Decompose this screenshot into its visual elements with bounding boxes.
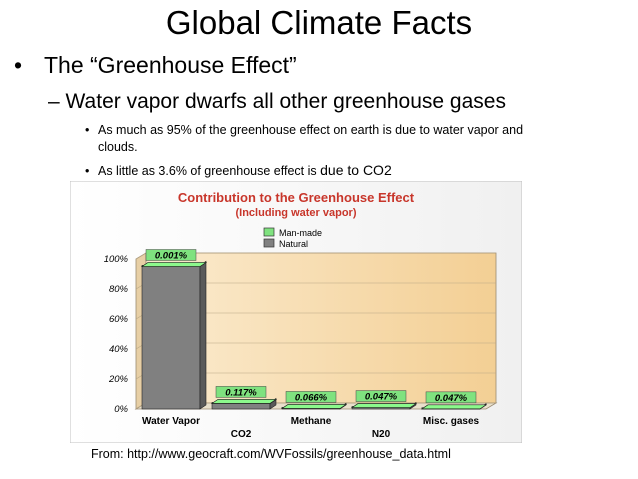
legend-swatch-man-made xyxy=(263,227,275,237)
x-tick-label: CO2 xyxy=(231,429,252,440)
bullet-marker: • xyxy=(85,123,90,137)
data-label: 0.047% xyxy=(435,393,468,404)
chart-subtitle: (Including water vapor) xyxy=(235,207,356,219)
greenhouse-chart: Contribution to the Greenhouse Effect (I… xyxy=(70,181,522,443)
sub-sub-bullet-95-percent: • As much as 95% of the greenhouse effect… xyxy=(85,122,615,156)
y-tick-label: 80% xyxy=(109,284,129,295)
data-label: 0.001% xyxy=(155,250,188,261)
chart-title: Contribution to the Greenhouse Effect xyxy=(178,190,415,205)
bullet-marker: • xyxy=(85,164,90,178)
data-label: 0.066% xyxy=(295,392,328,403)
bar-man-made-top xyxy=(421,404,487,410)
y-tick-label: 40% xyxy=(109,344,129,355)
bullet-text: The “Greenhouse Effect” xyxy=(44,52,297,78)
gridline-side xyxy=(135,252,147,260)
bar-natural-front xyxy=(211,403,271,410)
bullet-text: As little as 3.6% of greenhouse effect i… xyxy=(98,164,321,178)
bar-man-made-top xyxy=(211,399,277,404)
bullet-text-emphasis: due to CO2 xyxy=(320,162,392,178)
source-citation: From: http://www.geocraft.com/WVFossils/… xyxy=(91,447,451,461)
y-tick-label: 100% xyxy=(104,254,129,265)
data-label-box xyxy=(355,390,407,402)
bar-natural-front xyxy=(141,266,201,410)
legend-label-man-made: Man-made xyxy=(279,228,322,238)
data-label: 0.117% xyxy=(225,387,257,398)
plot-area: 0% 20% 40% 60% 80% 100% 0.001% Water Vapor 0.117… xyxy=(104,249,498,440)
bullet-text-line2: clouds. xyxy=(98,140,138,154)
data-label-box xyxy=(425,391,477,404)
x-tick-label: Methane xyxy=(291,416,332,427)
sub-bullet-water-vapor: – Water vapor dwarfs all other greenhous… xyxy=(48,90,506,113)
sub-sub-bullet-co2: • As little as 3.6% of greenhouse effect … xyxy=(85,162,392,180)
bullet-text-line1: As much as 95% of the greenhouse effect … xyxy=(98,123,524,137)
x-tick-label: Misc. gases xyxy=(423,416,480,427)
x-tick-label: N20 xyxy=(372,429,391,440)
y-tick-label: 20% xyxy=(108,374,129,385)
data-label-box xyxy=(215,386,267,398)
bar-man-made-top xyxy=(281,404,347,409)
chart-legend: Man-made Natural xyxy=(263,227,322,249)
bullet-greenhouse-effect: • The “Greenhouse Effect” xyxy=(14,50,297,80)
legend-swatch-natural xyxy=(263,238,275,248)
data-label-box xyxy=(285,391,337,403)
bullet-marker: • xyxy=(14,52,23,78)
bar-man-made-top xyxy=(351,403,417,408)
slide-title: Global Climate Facts xyxy=(165,4,473,41)
y-tick-label: 0% xyxy=(114,404,128,415)
data-label: 0.047% xyxy=(365,392,398,403)
bar-man-made-top xyxy=(141,262,207,267)
data-label-box xyxy=(145,249,197,261)
y-tick-label: 60% xyxy=(109,314,129,325)
x-tick-label: Water Vapor xyxy=(142,416,200,427)
legend-label-natural: Natural xyxy=(279,239,308,249)
bar-natural-side xyxy=(199,261,207,410)
